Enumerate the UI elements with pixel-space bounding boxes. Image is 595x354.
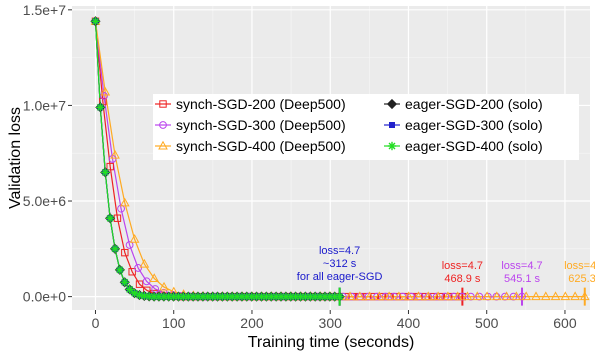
series-3-point xyxy=(560,291,571,301)
series-3-point xyxy=(531,291,541,301)
legend-label: eager-SGD-200 (solo) xyxy=(405,96,543,112)
x-tick-label: 200 xyxy=(240,315,264,331)
annotation-text: loss=4.7 xyxy=(442,260,483,272)
series-1-point xyxy=(128,268,136,276)
x-tick-label: 500 xyxy=(475,315,499,331)
annotation-text: for all eager-SGD xyxy=(297,271,383,283)
series-3-point xyxy=(433,291,443,301)
series-3-point xyxy=(472,291,483,301)
annotation-4: loss=4.7625.3s xyxy=(564,260,595,285)
series-3-point xyxy=(110,149,120,159)
y-tick-label: 0.0e+0 xyxy=(23,289,66,305)
annotation-text: loss=4.7 xyxy=(564,260,595,272)
series-3-point xyxy=(413,291,424,301)
legend-key-marker xyxy=(387,141,397,151)
series-6-point xyxy=(96,103,105,112)
series-6-point xyxy=(125,285,134,294)
annotation-text: 468.9 s xyxy=(444,273,481,285)
legend-item-5: eager-SGD-300 (solo) xyxy=(384,117,543,133)
legend-key-marker xyxy=(159,100,167,108)
series-3-point xyxy=(403,291,414,301)
legend-key-marker xyxy=(386,98,398,110)
x-tick-label: 100 xyxy=(162,315,186,331)
annotation-text: 625.3s xyxy=(568,273,595,285)
legend: synch-SGD-200 (Deep500) synch-SGD-300 (De… xyxy=(153,94,579,160)
legend-box xyxy=(153,94,579,160)
x-tick-label: 600 xyxy=(553,315,577,331)
legend-item-4: eager-SGD-200 (solo) xyxy=(384,96,543,112)
series-3-point xyxy=(159,281,169,291)
legend-label: eager-SGD-400 (solo) xyxy=(405,138,543,154)
series-6-point xyxy=(115,265,125,275)
series-2-point xyxy=(151,285,160,293)
series-3-point xyxy=(482,291,492,301)
series-markers xyxy=(90,16,590,306)
series-3-point xyxy=(129,234,140,243)
series-3-point xyxy=(345,291,355,301)
series-6-point xyxy=(91,17,100,26)
series-3-point xyxy=(100,86,111,96)
series-3-point xyxy=(462,291,473,301)
annotation-text: loss=4.7 xyxy=(319,245,360,257)
series-3-point xyxy=(443,291,453,301)
series-3-point xyxy=(511,291,522,301)
x-tick-label: 0 xyxy=(92,315,100,331)
series-3-point xyxy=(423,291,434,301)
x-axis-label: Training time (seconds) xyxy=(248,334,415,351)
series-3-point xyxy=(491,291,502,301)
legend-item-2: synch-SGD-300 (Deep500) xyxy=(155,117,346,133)
legend-item-1: synch-SGD-200 (Deep500) xyxy=(155,96,346,112)
y-tick-label: 1.0e+7 xyxy=(23,97,66,113)
y-axis-label: Validation loss xyxy=(7,107,24,209)
series-3-point xyxy=(139,258,150,268)
legend-label: synch-SGD-200 (Deep500) xyxy=(176,96,346,112)
series-3-point xyxy=(550,291,561,301)
series-1-point xyxy=(135,280,144,288)
legend-key-marker xyxy=(158,140,168,150)
series-3-point xyxy=(354,291,365,301)
x-tick-label: 400 xyxy=(397,315,421,331)
series-6-point xyxy=(101,168,110,177)
y-tick-label: 5.0e+6 xyxy=(23,193,66,209)
series-3-point xyxy=(384,291,394,301)
legend-item-3: synch-SGD-400 (Deep500) xyxy=(155,138,346,154)
annotation-text: 545.1 s xyxy=(504,273,541,285)
series-3-point xyxy=(119,197,130,207)
series-6-markers xyxy=(91,17,344,301)
series-3-point xyxy=(501,291,512,301)
annotation-text: ~312 s xyxy=(323,258,357,270)
series-3-point xyxy=(394,291,404,301)
legend-label: synch-SGD-400 (Deep500) xyxy=(176,138,346,154)
series-3-point xyxy=(521,291,531,301)
series-1-point xyxy=(121,248,129,257)
series-3-point xyxy=(452,291,463,301)
series-2-point xyxy=(125,241,134,249)
y-tick-label: 1.5e+7 xyxy=(23,2,66,18)
series-3-point xyxy=(374,291,385,301)
x-tick-label: 300 xyxy=(319,315,343,331)
series-2-point xyxy=(100,91,108,100)
legend-key-marker xyxy=(389,122,395,128)
series-3-point xyxy=(540,291,551,301)
legend-label: eager-SGD-300 (solo) xyxy=(405,117,543,133)
series-1-point xyxy=(106,162,114,171)
legend-label: synch-SGD-300 (Deep500) xyxy=(176,117,346,133)
legend-key-marker xyxy=(159,121,167,129)
axes: 0 100 200 300 400 500 600 0.0e+0 5.0e+6 1.0e+7 1.5… xyxy=(23,2,577,331)
annotation-text: loss=4.7 xyxy=(501,260,542,272)
series-3-point xyxy=(570,291,580,301)
series-6-point xyxy=(120,278,129,287)
series-6-point xyxy=(110,244,120,254)
series-2-point xyxy=(390,292,398,301)
legend-item-6: eager-SGD-400 (solo) xyxy=(384,138,543,154)
series-3-point xyxy=(364,291,375,301)
series-6-point xyxy=(105,214,115,223)
series-3-point xyxy=(149,273,160,282)
series-2-point xyxy=(134,264,143,272)
